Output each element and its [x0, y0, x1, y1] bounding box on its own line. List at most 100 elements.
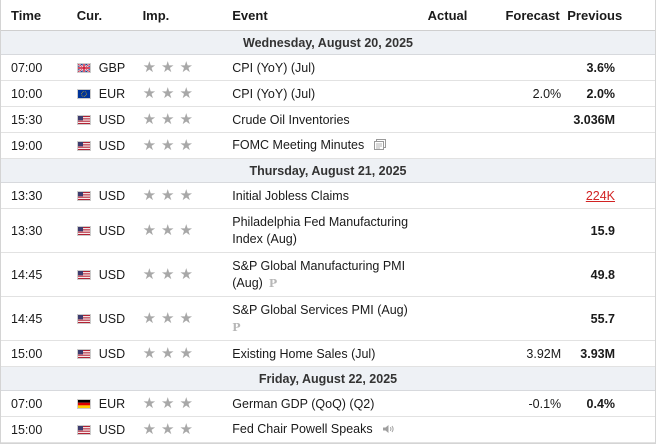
star-icon: ★: [161, 187, 175, 204]
importance-stars: ★ ★ ★: [143, 60, 233, 75]
forecast-value: 3.92M: [526, 346, 562, 361]
currency-code: GBP: [98, 60, 126, 75]
star-icon: ★: [179, 421, 193, 438]
star-icon: ★: [142, 310, 157, 327]
table-row[interactable]: 13:30 USD ★ ★ ★ Initial Jobless Claims 224…: [1, 183, 655, 209]
col-header-actual[interactable]: Actual: [427, 7, 468, 23]
star-icon: ★: [142, 266, 157, 283]
event-name[interactable]: CPI (YoY) (Jul): [232, 60, 316, 75]
us-flag-icon: [76, 190, 91, 201]
us-flag-icon: [76, 424, 91, 435]
col-header-previous[interactable]: Previous: [567, 7, 623, 23]
currency-code: USD: [98, 267, 126, 282]
previous-value: 49.8: [590, 267, 616, 282]
document-icon[interactable]: [373, 138, 386, 153]
event-name[interactable]: Existing Home Sales (Jul): [232, 346, 376, 361]
day-header: Wednesday, August 20, 2025: [1, 31, 655, 55]
col-header-forecast[interactable]: Forecast: [505, 7, 560, 23]
star-icon: ★: [142, 222, 157, 239]
star-icon: ★: [142, 395, 157, 412]
col-header-event[interactable]: Event: [232, 7, 268, 23]
event-name[interactable]: Crude Oil Inventories: [232, 112, 350, 127]
currency-cell: USD: [76, 138, 143, 153]
event-name-line2[interactable]: Index (Aug): [232, 231, 297, 246]
col-header-importance[interactable]: Imp.: [142, 7, 170, 23]
event-time: 07:00: [11, 60, 43, 75]
event-name[interactable]: Initial Jobless Claims: [232, 188, 349, 203]
us-flag-icon: [76, 269, 91, 280]
importance-stars: ★ ★ ★: [143, 396, 233, 411]
star-icon: ★: [142, 421, 157, 438]
currency-cell: USD: [76, 113, 143, 127]
event-name-line2[interactable]: (Aug): [232, 275, 263, 290]
currency-code: EUR: [98, 86, 126, 101]
previous-value: 3.93M: [580, 346, 616, 361]
previous-value: 3.036M: [573, 112, 616, 127]
preliminary-icon[interactable]: P: [268, 276, 278, 290]
star-icon: ★: [161, 85, 175, 102]
speaker-icon[interactable]: [382, 423, 395, 437]
star-icon: ★: [142, 187, 157, 204]
col-header-currency[interactable]: Cur.: [76, 7, 103, 23]
star-icon: ★: [161, 59, 175, 76]
event-time: 15:00: [11, 346, 43, 361]
previous-value: 15.9: [590, 223, 616, 238]
importance-stars: ★ ★ ★: [143, 422, 233, 437]
table-row[interactable]: 15:30 USD ★ ★ ★ Crude Oil Inventories 3.03…: [1, 107, 655, 133]
star-icon: ★: [142, 345, 157, 362]
day-header: Thursday, August 21, 2025: [1, 159, 655, 183]
currency-code: EUR: [98, 396, 126, 411]
currency-code: USD: [98, 138, 126, 153]
us-flag-icon: [76, 348, 91, 359]
table-row[interactable]: 14:45 USD ★ ★ ★ S&P Global Services PMI (A…: [1, 297, 655, 341]
star-icon: ★: [179, 187, 193, 204]
importance-stars: ★ ★ ★: [143, 346, 233, 361]
currency-cell: GBP: [76, 60, 143, 75]
star-icon: ★: [179, 345, 193, 362]
event-time: 10:00: [11, 86, 43, 101]
table-row[interactable]: 10:00 EUR ★ ★ ★ CPI (YoY) (Jul) 2.0% 2.0%: [1, 81, 655, 107]
star-icon: ★: [179, 310, 193, 327]
previous-value: 0.4%: [586, 396, 616, 411]
table-row[interactable]: 07:00 GBP ★ ★ ★ CPI (YoY) (Jul) 3.6%: [1, 55, 655, 81]
us-flag-icon: [76, 225, 91, 236]
event-time: 13:30: [11, 188, 43, 203]
event-name[interactable]: Fed Chair Powell Speaks: [232, 422, 373, 437]
event-name[interactable]: FOMC Meeting Minutes: [232, 138, 365, 153]
currency-cell: USD: [76, 267, 143, 282]
event-time: 14:45: [11, 267, 43, 282]
importance-stars: ★ ★ ★: [143, 138, 233, 153]
star-icon: ★: [179, 222, 193, 239]
table-row[interactable]: 15:00 USD ★ ★ ★ Existing Home Sales (Jul) …: [1, 341, 655, 367]
table-row[interactable]: 07:00 EUR ★ ★ ★ German GDP (QoQ) (Q2) -0.1…: [1, 391, 655, 417]
star-icon: ★: [161, 137, 175, 154]
table-row[interactable]: 14:45 USD ★ ★ ★ S&P Global Manufacturing P…: [1, 253, 655, 297]
star-icon: ★: [142, 59, 157, 76]
event-name[interactable]: S&P Global Manufacturing PMI: [232, 258, 406, 273]
event-name[interactable]: S&P Global Services PMI (Aug): [232, 302, 408, 317]
star-icon: ★: [161, 395, 175, 412]
event-time: 07:00: [11, 396, 43, 411]
currency-cell: USD: [76, 423, 143, 437]
col-header-time[interactable]: Time: [11, 7, 42, 23]
table-row[interactable]: 15:00 USD ★ ★ ★ Fed Chair Powell Speaks: [1, 417, 655, 443]
star-icon: ★: [179, 85, 193, 102]
event-name[interactable]: Philadelphia Fed Manufacturing: [232, 214, 409, 229]
event-name[interactable]: German GDP (QoQ) (Q2): [232, 396, 375, 411]
star-icon: ★: [142, 137, 157, 154]
preliminary-icon[interactable]: P: [232, 320, 241, 334]
event-name[interactable]: CPI (YoY) (Jul): [232, 86, 316, 101]
star-icon: ★: [161, 111, 175, 128]
de-flag-icon: [76, 398, 91, 409]
importance-stars: ★ ★ ★: [143, 112, 233, 127]
table-header: Time Cur. Imp. Event Actual Forecast Pre…: [1, 0, 655, 31]
currency-code: USD: [98, 311, 126, 326]
importance-stars: ★ ★ ★: [143, 223, 233, 238]
table-row[interactable]: 13:30 USD ★ ★ ★ Philadelphia Fed Manufactu…: [1, 209, 655, 253]
currency-cell: USD: [76, 188, 143, 203]
previous-value: 2.0%: [586, 86, 616, 101]
uk-flag-icon: [76, 62, 91, 73]
currency-code: USD: [98, 188, 126, 203]
table-row[interactable]: 19:00 USD ★ ★ ★ FOMC Meeting Minutes: [1, 133, 655, 159]
